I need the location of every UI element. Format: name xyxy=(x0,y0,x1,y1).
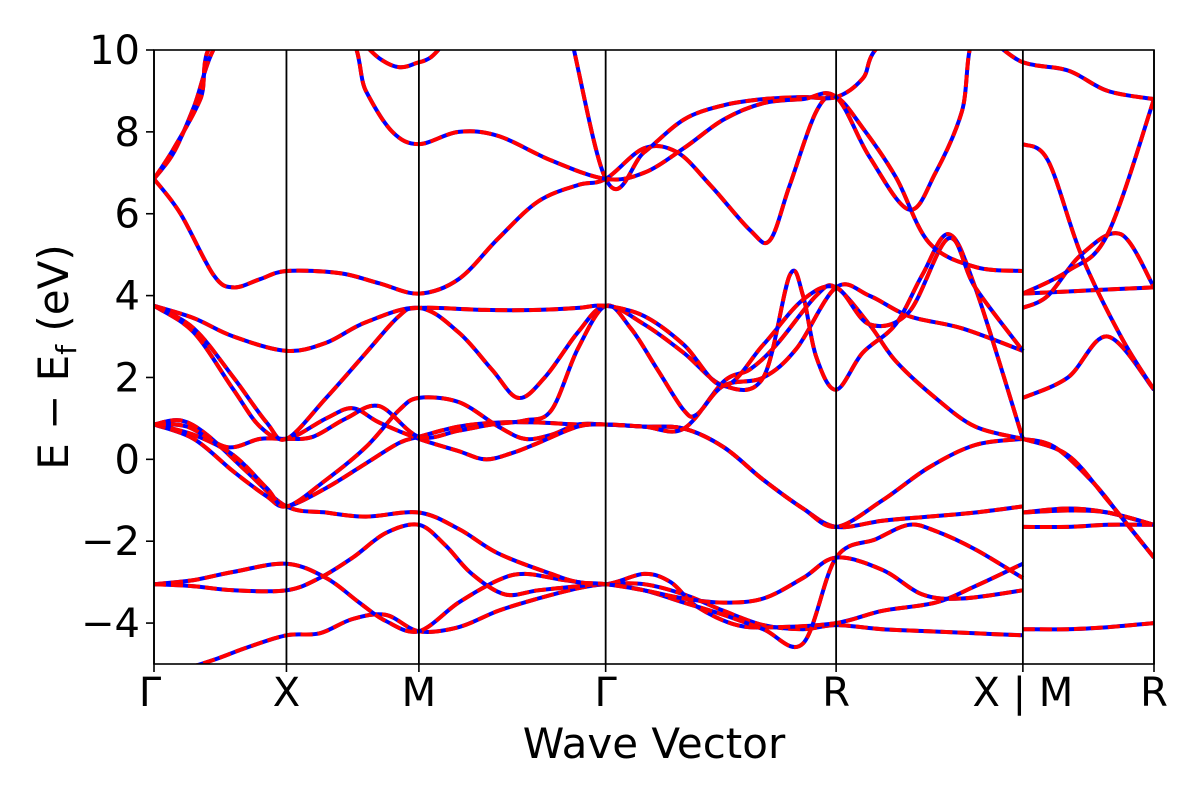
band-7-seg-0-red xyxy=(154,282,1024,450)
x-tick-label-0: Γ xyxy=(139,670,162,716)
x-tick-label-6: R xyxy=(1140,670,1168,716)
band-0-seg-0-red xyxy=(194,581,1023,664)
band-9-seg-0-blue xyxy=(154,236,1025,442)
x-tick-label-4: R xyxy=(822,670,850,716)
y-tick-label-6: 8 xyxy=(115,110,140,156)
band-10-seg-1-blue xyxy=(1021,98,1154,296)
bands-layer xyxy=(154,50,1154,664)
band-7-seg-1-red xyxy=(1022,231,1154,310)
band-0-seg-1-red xyxy=(1022,621,1154,632)
band-5-seg-0-red xyxy=(154,395,1024,529)
x-tick-label-5: X | M xyxy=(972,670,1073,716)
x-axis-label: Wave Vector xyxy=(523,719,786,768)
band-9-seg-0-red xyxy=(154,236,1025,442)
band-11-seg-0-blue xyxy=(154,50,879,191)
band-3-seg-0-red xyxy=(154,418,1024,605)
band-2-seg-0-red xyxy=(154,522,1024,649)
band-8-seg-0-red xyxy=(154,232,1025,440)
y-axis-label-unit: (eV) xyxy=(29,244,78,345)
band-2-seg-1-red xyxy=(1022,522,1154,530)
y-axis-label-main: E − E xyxy=(29,355,78,470)
x-tick-label-1: X xyxy=(273,670,300,716)
plot-frame xyxy=(153,49,1155,665)
band-8-seg-0-blue xyxy=(154,232,1025,440)
band-6-seg-0-blue xyxy=(154,283,1024,462)
y-axis: −4 −2 0 2 4 6 8 10 xyxy=(81,28,154,647)
y-tick-label-0: −4 xyxy=(81,601,140,647)
band-10-seg-1-red xyxy=(1021,98,1154,296)
band-3-seg-1-red xyxy=(1022,436,1154,559)
band-11-seg-0-red xyxy=(154,50,879,191)
x-tick-label-3: Γ xyxy=(595,670,618,716)
y-axis-label: E − Ef (eV) xyxy=(29,244,83,470)
band-5-seg-1-blue xyxy=(1022,436,1154,559)
band-4-seg-1-red xyxy=(1022,508,1154,527)
band-5-seg-1-red xyxy=(1022,436,1154,559)
band-12-seg-0-red xyxy=(154,50,1154,212)
y-tick-label-1: −2 xyxy=(81,519,140,565)
band-6-seg-1-red xyxy=(1022,285,1154,296)
x-tick-label-2: M xyxy=(402,670,437,716)
x-axis: Γ X M Γ R X | M R xyxy=(139,664,1168,716)
y-tick-label-5: 6 xyxy=(115,192,140,238)
y-tick-label-3: 2 xyxy=(115,355,140,401)
y-tick-label-4: 4 xyxy=(115,274,140,320)
y-axis-label-sub: f xyxy=(50,344,83,355)
y-tick-label-2: 0 xyxy=(115,437,140,483)
y-tick-label-7: 10 xyxy=(89,28,140,74)
band-9-seg-1-red xyxy=(1021,142,1154,391)
band-8-seg-1-red xyxy=(1022,334,1154,400)
band-3-seg-1-blue xyxy=(1022,436,1154,559)
band-12-seg-0-blue xyxy=(154,50,1154,212)
band-6-seg-0-red xyxy=(154,283,1024,462)
